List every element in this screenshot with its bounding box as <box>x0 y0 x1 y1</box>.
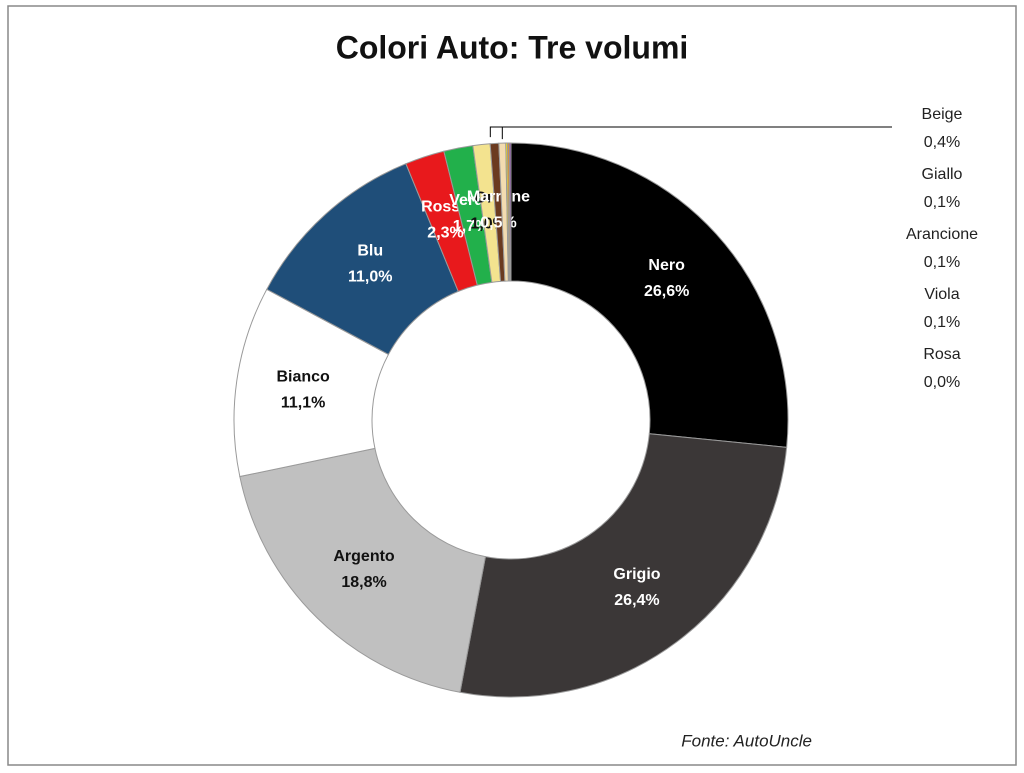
outside-label: Viola <box>924 286 959 303</box>
outside-label: Giallo <box>922 166 963 183</box>
outside-value-label: 0,1% <box>924 254 960 271</box>
slice-value-label: 26,6% <box>644 283 689 300</box>
outside-label: Arancione <box>906 226 978 243</box>
donut-slice <box>510 142 789 448</box>
donut-slice <box>459 433 788 698</box>
leader-line <box>489 126 892 140</box>
outside-value-label: 0,0% <box>924 374 960 391</box>
source-note: Fonte: AutoUncle <box>681 731 812 750</box>
donut-slice <box>239 447 486 693</box>
slice-label: Blu <box>357 242 383 259</box>
slice-value-label: 11,0% <box>348 268 392 285</box>
outside-value-label: 0,1% <box>924 194 960 211</box>
slice-label: Argento <box>333 548 395 565</box>
outside-value-label: 0,1% <box>924 314 960 331</box>
slice-value-label: 11,1% <box>281 394 325 411</box>
outside-value-label: 0,4% <box>924 134 960 151</box>
chart-title: Colori Auto: Tre volumi <box>336 29 689 65</box>
outside-label: Rosa <box>923 346 960 363</box>
slice-value-label: 18,8% <box>341 574 386 591</box>
slice-label: Nero <box>648 257 685 274</box>
slice-value-label: 1,7% <box>453 218 489 235</box>
outside-label: Beige <box>922 106 963 123</box>
slice-label: Marrone <box>467 189 530 206</box>
slice-value-label: 2,3% <box>427 225 463 242</box>
slice-label: Grigio <box>613 566 660 583</box>
slice-label: Bianco <box>276 368 330 385</box>
slice-value-label: 26,4% <box>614 592 659 609</box>
